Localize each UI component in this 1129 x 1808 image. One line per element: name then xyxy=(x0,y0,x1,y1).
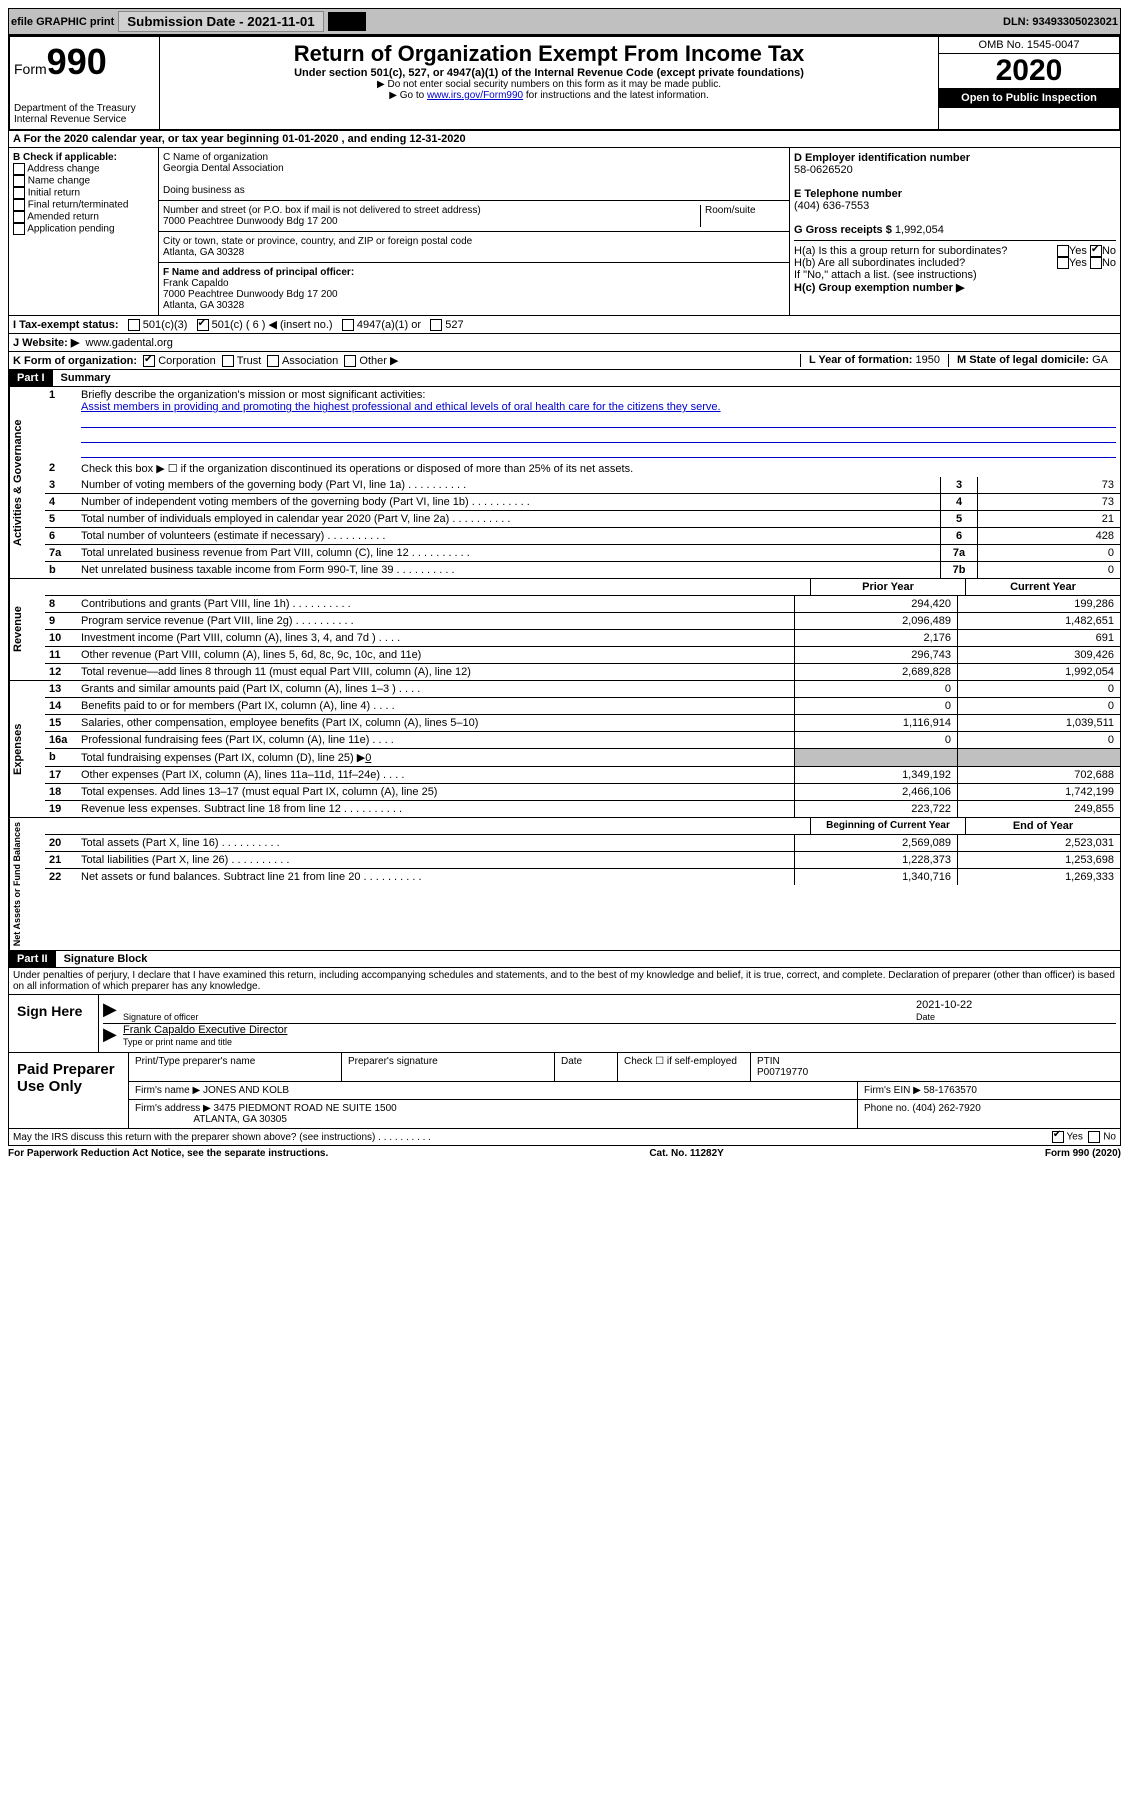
org-name-label: C Name of organization xyxy=(163,152,785,163)
chk-address-change[interactable]: Address change xyxy=(13,163,154,175)
footer-bottom: For Paperwork Reduction Act Notice, see … xyxy=(8,1146,1121,1161)
officer-name: Frank Capaldo xyxy=(163,278,785,289)
chk-initial-return[interactable]: Initial return xyxy=(13,187,154,199)
row-k-form-org: K Form of organization: Corporation Trus… xyxy=(8,352,1121,370)
top-bar: efile GRAPHIC print Submission Date - 20… xyxy=(8,8,1121,35)
form-header: Form990 Department of the Treasury Inter… xyxy=(8,35,1121,131)
blank-button[interactable] xyxy=(328,12,366,31)
form-title: Return of Organization Exempt From Incom… xyxy=(164,41,934,67)
instruction-2: ▶ Go to www.irs.gov/Form990 for instruct… xyxy=(164,90,934,101)
room-suite-label: Room/suite xyxy=(700,205,785,227)
revenue-section: Revenue Prior Year Current Year 8Contrib… xyxy=(8,579,1121,681)
chk-discuss-yes[interactable] xyxy=(1052,1131,1064,1143)
title-cell: Return of Organization Exempt From Incom… xyxy=(160,37,939,129)
tax-year: 2020 xyxy=(988,54,1071,88)
dept-label: Department of the Treasury Internal Reve… xyxy=(14,103,155,125)
main-info-grid: B Check if applicable: Address change Na… xyxy=(8,148,1121,316)
chk-501c[interactable] xyxy=(197,319,209,331)
beginning-year-header: Beginning of Current Year xyxy=(810,818,965,834)
net-assets-section: Net Assets or Fund Balances Beginning of… xyxy=(8,818,1121,951)
street-address: 7000 Peachtree Dunwoody Bdg 17 200 xyxy=(163,216,700,227)
chk-discuss-no[interactable] xyxy=(1088,1131,1100,1143)
dba-label: Doing business as xyxy=(163,185,785,196)
row-j-website: J Website: ▶ www.gadental.org xyxy=(8,334,1121,352)
org-name: Georgia Dental Association xyxy=(163,163,785,174)
efile-label: efile GRAPHIC print xyxy=(11,16,114,28)
chk-trust[interactable] xyxy=(222,355,234,367)
chk-527[interactable] xyxy=(430,319,442,331)
open-public-label: Open to Public Inspection xyxy=(939,88,1119,108)
sign-here-section: Sign Here ▶ Signature of officer 2021-10… xyxy=(8,995,1121,1053)
website-value: www.gadental.org xyxy=(85,337,172,349)
hc-label: H(c) Group exemption number ▶ xyxy=(794,281,1116,294)
ein-label: D Employer identification number xyxy=(794,152,1116,164)
city-state-zip: Atlanta, GA 30328 xyxy=(163,247,785,258)
chk-4947[interactable] xyxy=(342,319,354,331)
paid-preparer-section: Paid Preparer Use Only Print/Type prepar… xyxy=(8,1053,1121,1129)
chk-association[interactable] xyxy=(267,355,279,367)
revenue-side-label: Revenue xyxy=(9,579,45,680)
ha-label: H(a) Is this a group return for subordin… xyxy=(794,245,1057,257)
prior-year-header: Prior Year xyxy=(810,579,965,595)
governance-side-label: Activities & Governance xyxy=(9,387,45,578)
row-i-tax-status: I Tax-exempt status: 501(c)(3) 501(c) ( … xyxy=(8,316,1121,334)
chk-other[interactable] xyxy=(344,355,356,367)
phone-value: (404) 636-7553 xyxy=(794,200,1116,212)
part-2-header: Part II Signature Block xyxy=(8,951,1121,968)
omb-label: OMB No. 1545-0047 xyxy=(939,37,1119,54)
arrow-icon: ▶ xyxy=(103,1024,123,1048)
instruction-1: ▶ Do not enter social security numbers o… xyxy=(164,79,934,90)
dln-label: DLN: 93493305023021 xyxy=(1003,16,1118,28)
phone-label: E Telephone number xyxy=(794,188,1116,200)
expenses-side-label: Expenses xyxy=(9,681,45,817)
chk-application-pending[interactable]: Application pending xyxy=(13,223,154,235)
irs-link[interactable]: www.irs.gov/Form990 xyxy=(427,90,523,101)
chk-name-change[interactable]: Name change xyxy=(13,175,154,187)
chk-final-return[interactable]: Final return/terminated xyxy=(13,199,154,211)
col-b-checkboxes: B Check if applicable: Address change Na… xyxy=(9,148,159,315)
hb-note: If "No," attach a list. (see instruction… xyxy=(794,269,1116,281)
chk-amended-return[interactable]: Amended return xyxy=(13,211,154,223)
discuss-row: May the IRS discuss this return with the… xyxy=(8,1129,1121,1146)
paid-preparer-label: Paid Preparer Use Only xyxy=(9,1053,129,1128)
row-a: A For the 2020 calendar year, or tax yea… xyxy=(8,131,1121,148)
governance-section: Activities & Governance 1 Briefly descri… xyxy=(8,387,1121,579)
officer-address: 7000 Peachtree Dunwoody Bdg 17 200 Atlan… xyxy=(163,289,785,311)
declaration-text: Under penalties of perjury, I declare th… xyxy=(8,968,1121,995)
city-label: City or town, state or province, country… xyxy=(163,236,785,247)
chk-501c3[interactable] xyxy=(128,319,140,331)
hb-label: H(b) Are all subordinates included? xyxy=(794,257,1057,269)
end-year-header: End of Year xyxy=(965,818,1120,834)
sign-here-label: Sign Here xyxy=(9,995,99,1052)
expenses-section: Expenses 13Grants and similar amounts pa… xyxy=(8,681,1121,818)
line-1-label: Briefly describe the organization's miss… xyxy=(81,389,425,401)
officer-label: F Name and address of principal officer: xyxy=(163,267,785,278)
submission-date-button[interactable]: Submission Date - 2021-11-01 xyxy=(118,11,323,32)
current-year-header: Current Year xyxy=(965,579,1120,595)
ein-value: 58-0626520 xyxy=(794,164,1116,176)
arrow-icon: ▶ xyxy=(103,999,123,1023)
gross-receipts: G Gross receipts $ 1,992,054 xyxy=(794,224,1116,236)
line-2-label: Check this box ▶ ☐ if the organization d… xyxy=(77,460,1120,477)
chk-corporation[interactable] xyxy=(143,355,155,367)
addr-label: Number and street (or P.O. box if mail i… xyxy=(163,205,700,216)
form-subtitle: Under section 501(c), 527, or 4947(a)(1)… xyxy=(164,67,934,79)
form-number-cell: Form990 Department of the Treasury Inter… xyxy=(10,37,160,129)
year-cell: OMB No. 1545-0047 2020 Open to Public In… xyxy=(939,37,1119,129)
part-1-header: Part I Summary xyxy=(8,370,1121,387)
col-d-right: D Employer identification number 58-0626… xyxy=(790,148,1120,315)
mission-text: Assist members in providing and promotin… xyxy=(81,401,721,413)
net-assets-side-label: Net Assets or Fund Balances xyxy=(9,818,45,950)
col-c-org-info: C Name of organization Georgia Dental As… xyxy=(159,148,790,315)
